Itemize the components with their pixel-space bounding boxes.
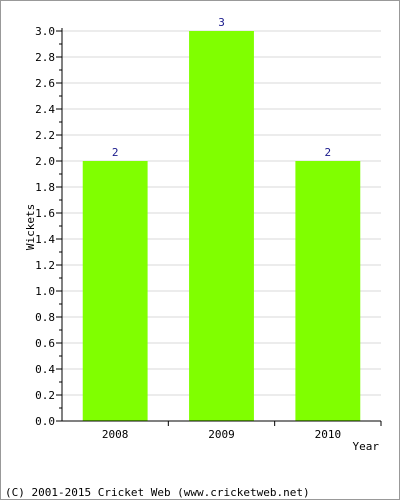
bar-2008 xyxy=(82,161,148,421)
bars xyxy=(82,31,361,421)
data-label: 2 xyxy=(112,146,119,159)
y-tick-label: 3.0 xyxy=(35,25,55,38)
x-tick-label: 2008 xyxy=(102,428,129,441)
copyright-text: (C) 2001-2015 Cricket Web (www.cricketwe… xyxy=(5,486,310,499)
data-labels: 2 3 2 xyxy=(112,16,331,159)
y-tick-label: 0.6 xyxy=(35,337,55,350)
x-axis-label: Year xyxy=(353,440,380,453)
y-axis-label: Wickets xyxy=(24,204,37,250)
y-tick-label: 0.2 xyxy=(35,389,55,402)
y-tick-label: 2.0 xyxy=(35,155,55,168)
y-tick-label: 2.8 xyxy=(35,51,55,64)
axes xyxy=(56,28,382,426)
y-tick-labels: 0.0 0.2 0.4 0.6 0.8 1.0 1.2 1.4 1.6 1.8 2.0 2.2 2.4 2… xyxy=(35,25,55,428)
bar-2009 xyxy=(189,31,254,421)
x-tick-label: 2010 xyxy=(315,428,342,441)
x-tick-labels: 2008 2009 2010 xyxy=(102,428,341,441)
y-tick-label: 2.6 xyxy=(35,77,55,90)
y-tick-label: 2.2 xyxy=(35,129,55,142)
y-tick-label: 0.0 xyxy=(35,415,55,428)
y-tick-label: 0.8 xyxy=(35,311,55,324)
y-tick-label: 1.8 xyxy=(35,181,55,194)
y-tick-label: 1.2 xyxy=(35,259,55,272)
bar-2010 xyxy=(295,161,361,421)
y-tick-label: 1.0 xyxy=(35,285,55,298)
data-label: 2 xyxy=(325,146,332,159)
x-tick-label: 2009 xyxy=(208,428,235,441)
data-label: 3 xyxy=(218,16,225,29)
y-tick-label: 1.6 xyxy=(35,207,55,220)
y-tick-label: 0.4 xyxy=(35,363,55,376)
y-tick-label: 1.4 xyxy=(35,233,55,246)
y-tick-label: 2.4 xyxy=(35,103,55,116)
